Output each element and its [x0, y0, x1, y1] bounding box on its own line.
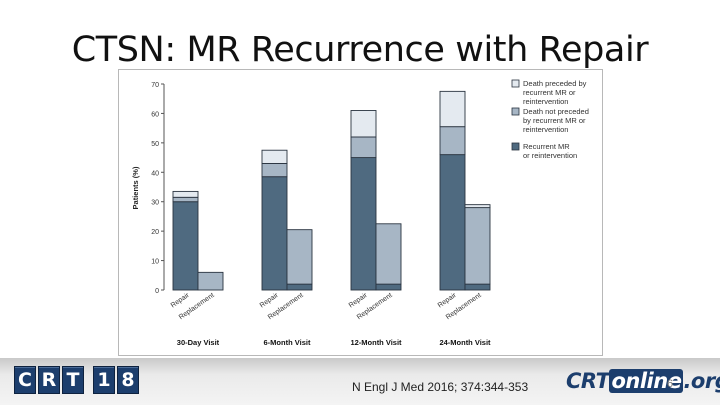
bar-segment	[350, 157, 377, 291]
legend-label: Death preceded by	[523, 79, 587, 88]
bar-segment	[439, 90, 466, 128]
crt18-logo: C R T 1 8	[14, 366, 139, 394]
y-tick-label: 40	[151, 170, 159, 177]
bar-segment	[350, 110, 377, 138]
bar-segment	[464, 204, 491, 209]
group-label: 30-Day Visit	[177, 338, 220, 347]
citation: N Engl J Med 2016; 374:344-353	[352, 380, 529, 394]
bar-label: Repair	[170, 292, 191, 310]
legend-label: reintervention	[523, 97, 568, 106]
y-tick-label: 10	[151, 259, 159, 266]
logo-tile: 8	[117, 366, 139, 394]
crtonline-logo-part3: .org	[683, 369, 720, 393]
legend-swatch	[511, 107, 520, 116]
footer-bar: C R T 1 8 N Engl J Med 2016; 374:344-353…	[0, 358, 720, 405]
legend-label: Death not preceded	[523, 107, 589, 116]
bar-segment	[172, 196, 199, 203]
legend-swatch	[511, 142, 520, 151]
legend-swatch	[511, 79, 520, 88]
bar-segment	[464, 207, 491, 285]
y-tick-label: 20	[151, 229, 159, 236]
y-tick-label: 60	[151, 111, 159, 118]
legend-label: Recurrent MR	[523, 142, 570, 151]
bar-segment	[375, 283, 402, 291]
crtonline-logo-part1: CRT	[566, 369, 610, 393]
y-axis-title: Patients (%)	[131, 166, 140, 209]
bar-segment	[197, 271, 224, 291]
crtonline-logo-part2: online	[609, 369, 684, 393]
logo-tile: C	[14, 366, 36, 394]
legend-label: reintervention	[523, 125, 568, 134]
legend-label: by recurrent MR or	[523, 116, 586, 125]
bar-label: Repair	[348, 292, 369, 310]
legend-label: recurrent MR or	[523, 88, 576, 97]
bar-segment	[172, 190, 199, 198]
legend-label: or reintervention	[523, 151, 577, 160]
group-label: 24-Month Visit	[439, 338, 491, 347]
bar-segment	[464, 283, 491, 291]
bar-segment	[261, 176, 288, 291]
y-tick-label: 50	[151, 141, 159, 148]
slide-title: CTSN: MR Recurrence with Repair	[71, 30, 649, 70]
bar-label: Repair	[259, 292, 280, 310]
bar-segment	[350, 136, 377, 159]
bar-segment	[439, 154, 466, 291]
logo-tile: T	[62, 366, 84, 394]
bar-label: Repair	[437, 292, 458, 310]
y-tick-label: 30	[151, 200, 159, 207]
bar-segment	[375, 223, 402, 285]
bar-segment	[172, 201, 199, 291]
bar-segment	[261, 163, 288, 178]
logo-tile: 1	[93, 366, 115, 394]
bar-segment	[439, 126, 466, 156]
chart-figure: 0 10 20 30 40 50 60 70 Patients (%) Repair Replace…	[118, 69, 603, 356]
y-tick-label: 70	[151, 82, 159, 89]
bar-segment	[261, 149, 288, 164]
bar-segment	[286, 283, 313, 291]
page-number: 6	[667, 378, 674, 390]
group-label: 12-Month Visit	[350, 338, 402, 347]
crtonline-logo: CRTonline.org	[566, 369, 720, 393]
bar-segment	[286, 229, 313, 285]
group-label: 6-Month Visit	[264, 338, 311, 347]
y-tick-label: 0	[155, 288, 159, 295]
logo-tile: R	[38, 366, 60, 394]
